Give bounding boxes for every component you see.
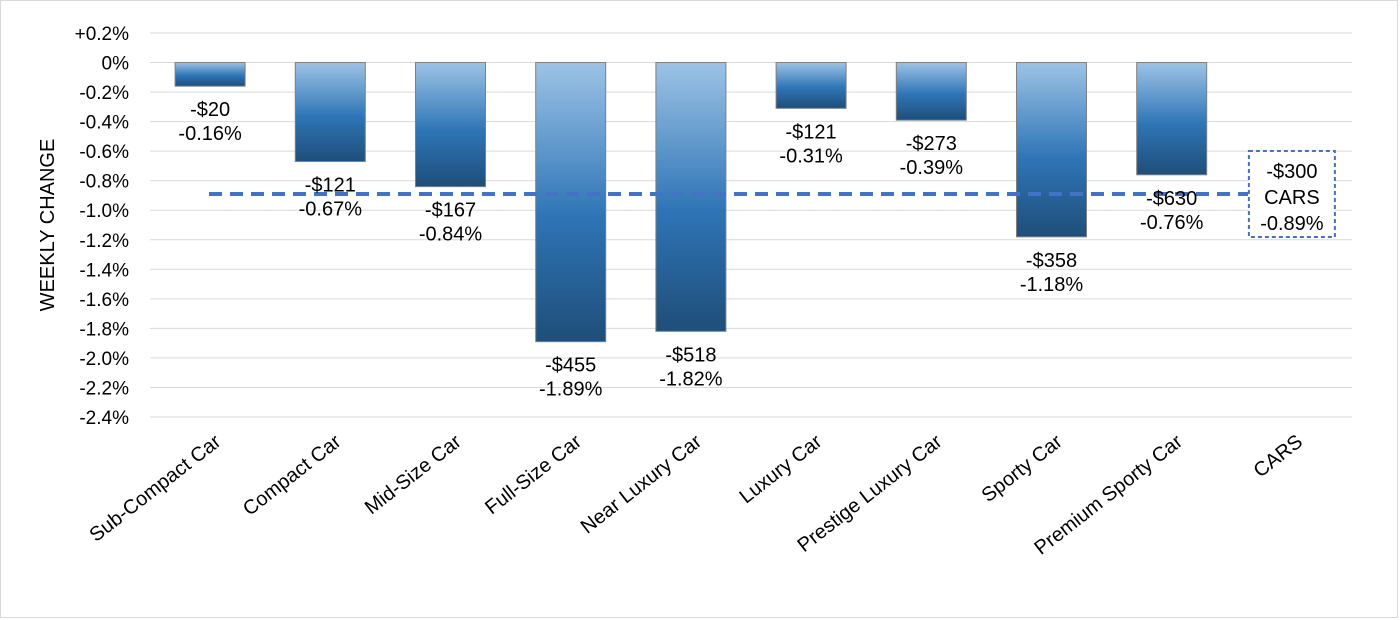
bar-dollar-label: -$167	[425, 200, 476, 222]
y-tick-label: -2.4%	[79, 408, 129, 429]
y-tick-label: -1.4%	[79, 260, 129, 281]
data-labels: -$20-0.16%-$121-0.67% -$167-0.84%-$455-1.…	[178, 99, 1323, 401]
y-tick-label: -0.2%	[79, 83, 129, 104]
x-category-label: Compact Car	[239, 430, 346, 520]
gridlines	[150, 32, 1352, 418]
bar	[415, 62, 486, 188]
y-tick-label: -2.2%	[79, 378, 129, 399]
bar-dollar-label: -$455	[545, 355, 596, 377]
x-category-label: CARS	[1250, 431, 1307, 483]
y-tick-label: -1.6%	[79, 290, 129, 311]
x-category-label: Sub-Compact Car	[86, 430, 226, 546]
bar-percent-label: -0.67%	[299, 198, 363, 220]
y-tick-label: -0.8%	[79, 172, 129, 193]
x-category-label: Sporty Car	[978, 430, 1067, 506]
y-tick-label: -1.0%	[79, 201, 129, 222]
bar-dollar-label: -$358	[1026, 250, 1077, 272]
bars	[174, 62, 1208, 343]
y-tick-label: -1.2%	[79, 231, 129, 252]
bar-dollar-label: -$518	[665, 344, 716, 366]
bar	[535, 62, 607, 343]
bar-dollar-label: -$630	[1146, 188, 1197, 210]
y-axis-ticks: +0.2% 0% -0.2% -0.4% -0.6% -0.8% -1.0% -1.2% -1.…	[75, 24, 130, 429]
average-percent-label: -0.89%	[1260, 213, 1324, 235]
average-dollar-label: -$300	[1266, 161, 1317, 183]
bar-percent-label: -0.31%	[779, 145, 843, 167]
bar-dollar-label: -$20	[190, 99, 230, 121]
bar-percent-label: -1.18%	[1020, 274, 1084, 296]
y-tick-label: 0%	[102, 54, 130, 75]
y-tick-label: -0.6%	[79, 142, 129, 163]
y-axis-title: WEEKLY CHANGE	[37, 139, 59, 312]
bar-dollar-label: -$121	[305, 174, 356, 196]
bar	[1016, 62, 1087, 238]
bar	[655, 62, 727, 332]
bar-percent-label: -0.39%	[900, 157, 964, 179]
bar	[775, 62, 847, 109]
bar	[294, 62, 366, 162]
bar-percent-label: -0.76%	[1140, 212, 1204, 234]
y-tick-label: -2.0%	[79, 349, 129, 370]
average-label-box	[1247, 149, 1336, 238]
x-category-label: Near Luxury Car	[577, 430, 706, 538]
x-category-label: Full-Size Car	[481, 430, 586, 519]
bar	[1136, 62, 1208, 176]
y-tick-label: -0.4%	[79, 113, 129, 134]
x-axis-categories: Sub-Compact Car Compact Car Mid-Size Car Fu…	[86, 430, 1307, 559]
bar-percent-label: -1.89%	[539, 379, 603, 401]
y-tick-label: -1.8%	[79, 319, 129, 340]
bar-percent-label: -0.84%	[419, 224, 483, 246]
bar-percent-label: -0.16%	[178, 123, 242, 145]
x-category-label: Luxury Car	[736, 430, 827, 508]
bar-dollar-label: -$121	[786, 121, 837, 143]
x-category-label: Mid-Size Car	[361, 430, 466, 519]
y-tick-label: +0.2%	[75, 24, 130, 45]
average-name-label: CARS	[1264, 187, 1320, 209]
average-line-group	[209, 149, 1336, 238]
bar-dollar-label: -$273	[906, 133, 957, 155]
bar	[174, 62, 246, 87]
bar	[895, 62, 967, 121]
bar-percent-label: -1.82%	[659, 368, 723, 390]
